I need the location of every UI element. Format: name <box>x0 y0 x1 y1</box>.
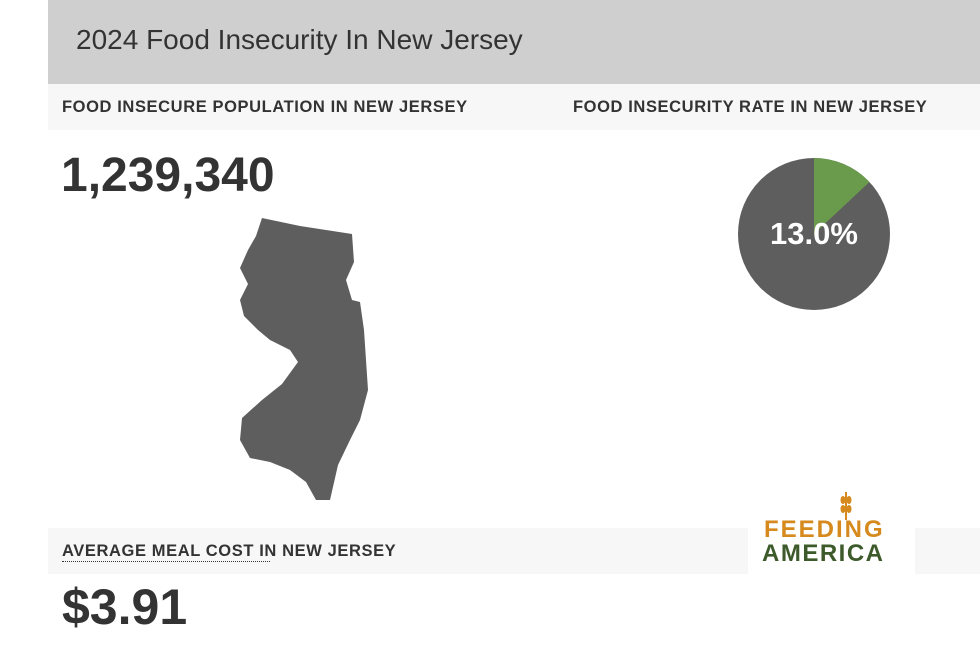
rate-value-label: 13.0% <box>770 216 858 251</box>
header-bar <box>48 0 980 84</box>
dotted-underline <box>62 561 270 562</box>
header-title: 2024 Food Insecurity In New Jersey <box>76 24 523 55</box>
logo-line2: AMERICA <box>762 540 885 567</box>
label-band <box>48 84 980 130</box>
meal-cost-label: AVERAGE MEAL COST IN NEW JERSEY <box>62 542 397 560</box>
population-label: FOOD INSECURE POPULATION IN NEW JERSEY <box>62 98 468 116</box>
meal-cost-value: $3.91 <box>62 579 188 635</box>
rate-label: FOOD INSECURITY RATE IN NEW JERSEY <box>573 98 928 116</box>
logo: FEEDING AMERICA <box>748 490 915 578</box>
pie-slice <box>814 158 870 234</box>
population-value: 1,239,340 <box>61 149 275 202</box>
logo-wheat <box>840 492 852 520</box>
nj-map <box>240 218 368 500</box>
pie <box>814 158 870 234</box>
logo-line1: FEEDING <box>764 516 885 543</box>
